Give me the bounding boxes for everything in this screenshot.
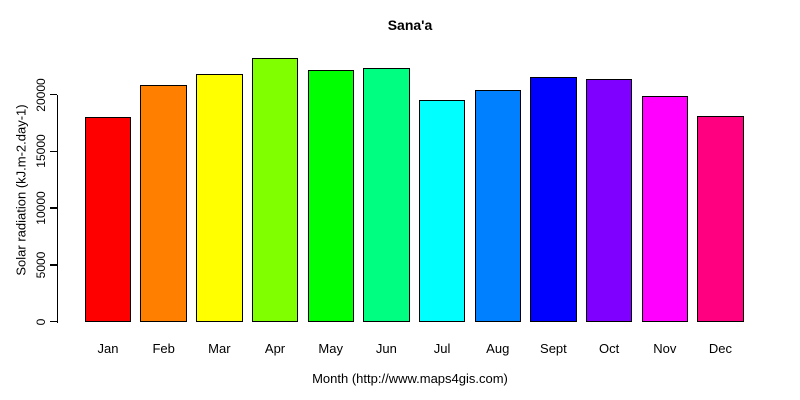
bar-oct: [585, 78, 633, 323]
x-axis-title: Month (http://www.maps4gis.com): [312, 371, 508, 386]
bar-apr: [251, 58, 299, 323]
bar-jun: [363, 68, 410, 323]
x-tick-label: Feb: [152, 341, 175, 356]
y-tick-label: 10000: [34, 191, 48, 225]
y-tick-label: 0: [34, 318, 48, 325]
x-tick-label: Dec: [708, 341, 733, 356]
x-tick-label: Jan: [97, 341, 119, 356]
x-tick-label: Mar: [208, 341, 231, 356]
y-tick-label: 5000: [34, 251, 48, 279]
x-tick-label: Aug: [486, 341, 510, 356]
bar-jan: [84, 117, 132, 323]
y-axis-tick: [49, 207, 57, 209]
bar-jul: [418, 100, 466, 323]
x-tick-label: Jul: [433, 341, 451, 356]
x-tick-label: May: [318, 341, 343, 356]
chart-title: Sana'a: [387, 17, 433, 33]
y-axis-title: Solar radiation (kJ.m-2.day-1): [13, 104, 29, 276]
x-tick-label: Sept: [540, 341, 567, 356]
x-tick-label: Nov: [653, 341, 677, 356]
y-tick-label: 20000: [34, 77, 48, 112]
y-axis-tick: [49, 150, 57, 152]
bar-aug: [474, 89, 521, 323]
bar-feb: [140, 85, 187, 323]
x-tick-label: Jun: [375, 341, 397, 356]
y-axis-tick: [49, 93, 57, 96]
x-tick-label: Apr: [264, 341, 286, 356]
y-tick-label: 15000: [34, 134, 48, 168]
bar-sept: [530, 77, 577, 323]
bar-dec: [697, 116, 744, 323]
y-axis-tick: [49, 264, 57, 266]
bar-nov: [641, 95, 688, 323]
x-tick-label: Oct: [598, 341, 620, 356]
bar-may: [307, 69, 354, 323]
y-axis-line: [56, 94, 58, 323]
y-axis-tick: [49, 320, 57, 323]
bar-mar: [196, 74, 243, 323]
